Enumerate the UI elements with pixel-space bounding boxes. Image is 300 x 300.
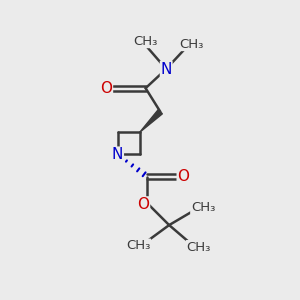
Text: O: O [100, 81, 112, 96]
Text: CH₃: CH₃ [126, 239, 150, 252]
Text: CH₃: CH₃ [134, 34, 158, 48]
Text: O: O [177, 169, 189, 184]
Text: CH₃: CH₃ [186, 241, 211, 254]
Text: N: N [112, 147, 123, 162]
Polygon shape [140, 110, 162, 132]
Text: N: N [160, 61, 172, 76]
Text: O: O [137, 197, 149, 212]
Text: CH₃: CH₃ [179, 38, 203, 50]
Text: CH₃: CH₃ [191, 201, 215, 214]
